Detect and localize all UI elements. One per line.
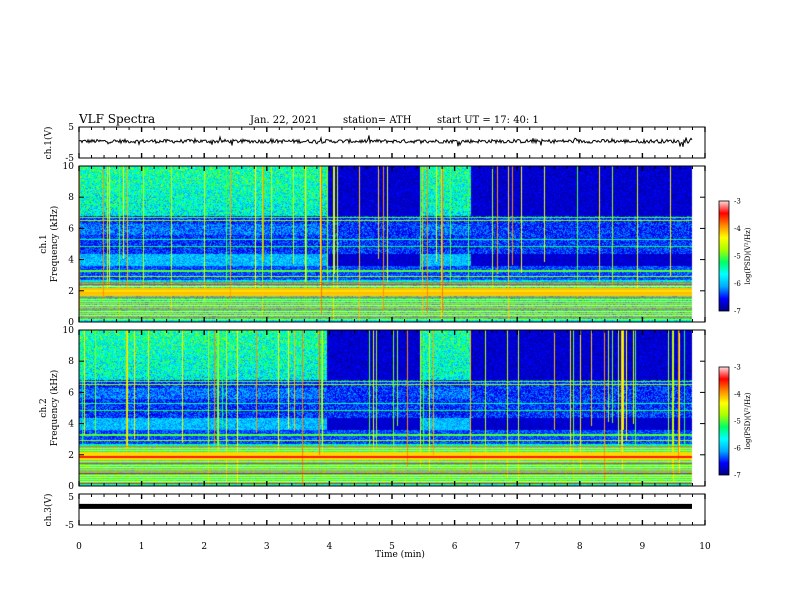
time-axis-tick-label: 5	[389, 542, 395, 552]
date-label: Jan. 22, 2021	[249, 115, 317, 126]
time-axis-tick-label: 7	[514, 542, 520, 552]
start-time-label: start UT = 17: 40: 1	[437, 115, 539, 126]
ch3-waveform-ticks	[78, 494, 706, 525]
colorbar-tick-label: -3	[734, 198, 741, 206]
time-axis-tick-label: 10	[699, 542, 711, 552]
ch1-colorbar-ticks: -3 -4 -5 -6 -7	[734, 198, 741, 316]
colorbar-tick-label: -7	[734, 472, 741, 480]
ch2-spectrogram-image-holder	[79, 330, 705, 486]
ch2-colorbar-frame	[718, 366, 730, 476]
frequency-tick-label: 8	[68, 357, 74, 367]
ch2-spectrogram-channel-label: ch.2	[39, 398, 49, 417]
frequency-tick-label: 0	[68, 482, 74, 492]
ch3-waveform-frame	[78, 493, 706, 526]
ch2-colorbar-gradient	[719, 367, 729, 475]
frequency-tick-label: 10	[63, 326, 75, 336]
ch1-ytick-bottom: -5	[65, 154, 74, 164]
time-axis-tick-label: 8	[577, 542, 583, 552]
ch2-colorbar: -3 -4 -5 -6 -7 log(PSD)(V²/Hz)	[718, 364, 752, 480]
ch1-spectrogram-image	[79, 166, 705, 322]
colorbar-tick-label: -5	[734, 418, 741, 426]
ch2-spectrogram-image	[79, 330, 705, 486]
colorbar-tick-label: -7	[734, 308, 741, 316]
ch1-colorbar-gradient-holder	[719, 201, 729, 311]
ch2-colorbar-label: log(PSD)(V²/Hz)	[744, 392, 752, 449]
frequency-tick-label: 2	[68, 287, 74, 297]
ch1-spectrogram-panel: 0 2 4 6 8 10 ch.1 Frequency (kHz)	[39, 162, 706, 328]
ch2-spectrogram-panel: 0 2 4 6 8 10 ch.2 Frequency (kHz)	[39, 326, 706, 492]
frequency-tick-label: 2	[68, 451, 74, 461]
ch1-colorbar-frame	[718, 200, 730, 312]
ch2-colorbar-ticks: -3 -4 -5 -6 -7	[734, 364, 741, 480]
ch1-colorbar-gradient	[719, 201, 729, 311]
time-axis-tick-label: 2	[201, 542, 207, 552]
ch1-colorbar: -3 -4 -5 -6 -7 log(PSD)(V²/Hz)	[718, 198, 752, 316]
ch1-waveform-ticks	[78, 127, 706, 158]
ch1-colorbar-label: log(PSD)(V²/Hz)	[744, 227, 752, 284]
time-axis-label: Time (min)	[375, 549, 425, 560]
colorbar-tick-label: -6	[734, 280, 741, 288]
frequency-tick-label: 10	[63, 162, 75, 172]
ch1-freq-ytick-labels: 0 2 4 6 8 10	[63, 162, 705, 328]
figure-title: VLF Spectra	[78, 112, 155, 126]
ch1-waveform-ylabel: ch.1(V)	[43, 127, 54, 160]
frequency-tick-label: 6	[68, 224, 74, 234]
ch1-waveform-line	[78, 135, 693, 147]
ch2-spectrogram-ticks	[78, 330, 706, 486]
frequency-tick-label: 0	[68, 318, 74, 328]
ch3-waveform-ylabel: ch.3(V)	[43, 494, 54, 527]
ch1-waveform-panel: 5 -5 ch.1(V)	[43, 123, 706, 164]
ch2-spectrogram-ylabel: Frequency (kHz)	[49, 370, 60, 447]
ch3-waveform-panel: 5 -5 ch.3(V)	[43, 493, 706, 531]
frequency-tick-label: 4	[68, 256, 74, 266]
ch1-spectrogram-image-holder	[79, 166, 705, 322]
frequency-tick-label: 8	[68, 193, 74, 203]
time-axis-tick-label: 0	[76, 542, 82, 552]
colorbar-tick-label: -4	[734, 391, 741, 399]
ch3-ytick-bottom: -5	[65, 521, 74, 531]
time-axis-tick-labels: 0 1 2 3 4 5 6 7 8 9 10	[76, 542, 711, 552]
ch1-ytick-top: 5	[68, 123, 74, 133]
ch2-freq-ytick-labels: 0 2 4 6 8 10	[63, 326, 705, 492]
ch1-spectrogram-channel-label: ch.1	[39, 234, 49, 253]
ch1-spectrogram-ticks	[78, 166, 706, 322]
colorbar-tick-label: -5	[734, 253, 741, 261]
ch2-colorbar-gradient-holder	[719, 367, 729, 475]
time-axis-tick-label: 3	[264, 542, 270, 552]
colorbar-tick-label: -3	[734, 364, 741, 372]
frequency-tick-label: 4	[68, 420, 74, 430]
time-axis-tick-label: 6	[452, 542, 458, 552]
frequency-tick-label: 6	[68, 388, 74, 398]
time-axis-tick-label: 1	[139, 542, 145, 552]
time-axis-tick-label: 4	[327, 542, 333, 552]
station-label: station= ATH	[343, 115, 412, 126]
colorbar-tick-label: -4	[734, 225, 741, 233]
colorbar-tick-label: -6	[734, 445, 741, 453]
ch3-ytick-top: 5	[68, 493, 74, 503]
time-axis-tick-label: 9	[640, 542, 646, 552]
ch1-spectrogram-ylabel: Frequency (kHz)	[49, 206, 60, 283]
